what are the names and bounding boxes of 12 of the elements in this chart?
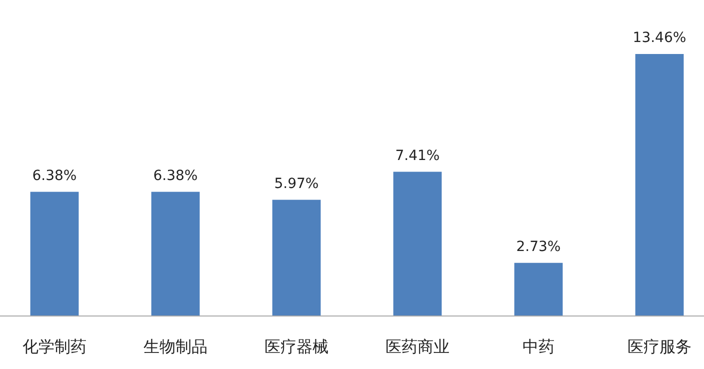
x-tick-label: 医药商业 [386,337,450,356]
x-tick-label: 中药 [522,337,554,356]
data-label: 6.38% [32,168,77,184]
x-tick-label: 医疗器械 [264,337,328,356]
data-label: 5.97% [274,176,319,192]
data-label: 13.46% [632,30,686,46]
data-label: 6.38% [153,168,198,184]
x-tick-label: 生物制品 [144,337,208,356]
data-label: 7.41% [395,148,440,164]
data-label: 2.73% [516,238,561,255]
x-tick-label: 医疗服务 [628,337,692,356]
x-tick-label: 化学制药 [22,337,86,356]
